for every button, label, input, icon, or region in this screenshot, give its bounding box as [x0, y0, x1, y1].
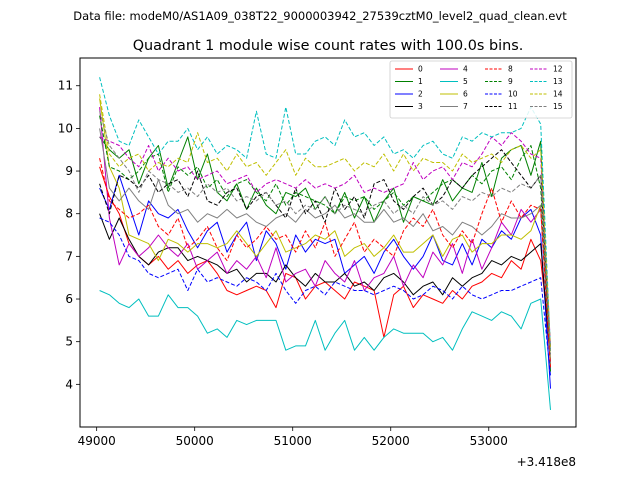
legend-label-6: 6: [463, 90, 468, 99]
series-line-12: [99, 132, 551, 346]
legend-label-10: 10: [508, 90, 518, 99]
legend-label-2: 2: [418, 90, 423, 99]
series-line-5: [99, 290, 551, 410]
y-tick-label: 11: [58, 79, 73, 93]
legend-label-11: 11: [508, 102, 518, 111]
y-tick-label: 6: [65, 292, 73, 306]
series-line-15: [99, 111, 551, 355]
y-axis: 4 5 6 7 8 9 10 11: [58, 79, 80, 391]
series-line-11: [99, 149, 551, 351]
series-line-14: [99, 94, 551, 351]
y-tick-label: 5: [65, 335, 73, 349]
y-tick-label: 8: [65, 207, 73, 221]
legend-label-7: 7: [463, 102, 468, 111]
legend-box: [389, 60, 573, 119]
y-tick-label: 10: [58, 121, 73, 135]
legend-label-1: 1: [418, 77, 423, 86]
series-line-3: [99, 213, 551, 364]
x-tick-label: 50000: [176, 434, 214, 448]
chart-title: Quadrant 1 module wise count rates with …: [133, 38, 524, 54]
legend-label-13: 13: [553, 77, 563, 86]
legend-label-0: 0: [418, 65, 423, 74]
y-tick-label: 7: [65, 249, 73, 263]
series-line-9: [99, 115, 551, 355]
legend-label-3: 3: [418, 102, 423, 111]
legend-label-9: 9: [508, 77, 513, 86]
plot-frame: [79, 57, 577, 428]
series-layer: [99, 77, 551, 410]
legend-label-8: 8: [508, 65, 513, 74]
series-line-13: [99, 77, 551, 351]
series-line-10: [99, 217, 551, 376]
legend-label-15: 15: [553, 102, 563, 111]
series-line-1: [99, 136, 551, 372]
x-axis: 49000 50000 51000 52000 53000: [78, 427, 508, 448]
x-tick-label: 51000: [274, 434, 312, 448]
figure-suptitle: Data file: modeM0/AS1A09_038T22_90000039…: [73, 9, 567, 23]
legend-label-14: 14: [553, 90, 563, 99]
series-line-2: [99, 174, 551, 389]
y-tick-label: 4: [65, 377, 73, 391]
series-line-0: [99, 166, 551, 346]
x-axis-offset-label: +3.418e8: [517, 455, 576, 469]
legend-label-5: 5: [463, 77, 468, 86]
series-line-6: [99, 98, 551, 359]
legend-label-12: 12: [553, 65, 563, 74]
x-tick-label: 53000: [470, 434, 508, 448]
y-tick-label: 9: [65, 164, 73, 178]
legend-label-4: 4: [463, 65, 468, 74]
x-tick-label: 49000: [78, 434, 116, 448]
series-line-4: [99, 107, 551, 364]
x-tick-label: 52000: [372, 434, 410, 448]
series-line-7: [99, 128, 551, 364]
